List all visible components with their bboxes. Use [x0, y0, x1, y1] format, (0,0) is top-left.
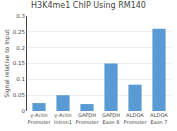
svg-text:0.2: 0.2 [16, 45, 25, 51]
svg-text:ALDOAPromoter: ALDOAPromoter [124, 112, 148, 125]
svg-text:H3K4me1 ChIP Using RM140: H3K4me1 ChIP Using RM140 [31, 1, 146, 10]
svg-text:0.25: 0.25 [13, 29, 26, 35]
svg-text:0: 0 [21, 108, 25, 114]
svg-text:γ-ActinIntron1: γ-ActinIntron1 [54, 112, 72, 125]
svg-text:0.1: 0.1 [16, 76, 25, 82]
svg-text:GAPDHPromoter: GAPDHPromoter [76, 112, 100, 125]
svg-text:ALDOAExon 7: ALDOAExon 7 [150, 112, 168, 125]
svg-text:GAPDHExon 8: GAPDHExon 8 [102, 112, 120, 125]
svg-text:Signal relative to Input: Signal relative to Input [3, 29, 11, 98]
svg-text:γ-ActinPromoter: γ-ActinPromoter [28, 112, 52, 125]
svg-text:0.15: 0.15 [13, 60, 26, 66]
svg-text:0.3: 0.3 [16, 13, 25, 19]
svg-text:0.05: 0.05 [13, 92, 26, 98]
